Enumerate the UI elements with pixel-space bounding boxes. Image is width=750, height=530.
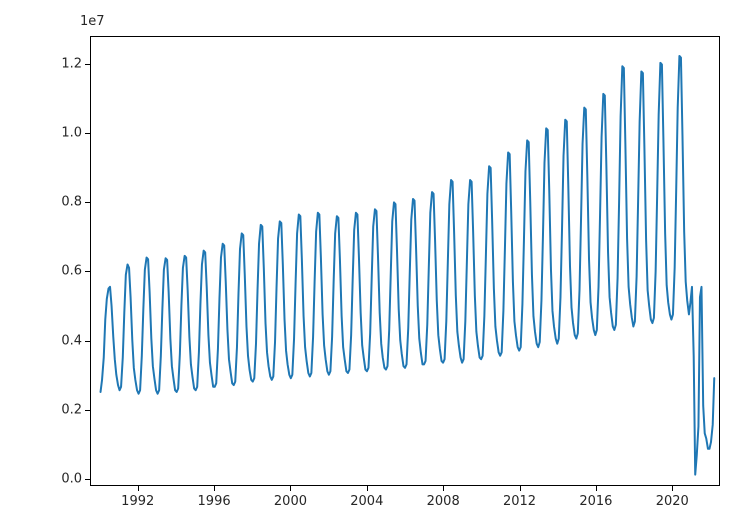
x-tick-label: 2016 bbox=[579, 494, 612, 509]
y-tick-mark bbox=[85, 133, 90, 134]
x-tick-label: 2008 bbox=[427, 494, 460, 509]
y-tick-label: 1.2 bbox=[56, 56, 82, 71]
y-tick-label: 0.4 bbox=[56, 333, 82, 348]
y-tick-mark bbox=[85, 410, 90, 411]
plot-area bbox=[90, 36, 720, 486]
y-axis-offset-text: 1e7 bbox=[80, 14, 105, 29]
x-tick-mark bbox=[520, 486, 521, 491]
y-tick-mark bbox=[85, 202, 90, 203]
y-tick-mark bbox=[85, 341, 90, 342]
line-series bbox=[91, 37, 719, 485]
x-tick-mark bbox=[672, 486, 673, 491]
x-tick-mark bbox=[214, 486, 215, 491]
x-tick-label: 2000 bbox=[274, 494, 307, 509]
x-tick-label: 1996 bbox=[198, 494, 231, 509]
x-tick-mark bbox=[443, 486, 444, 491]
x-tick-label: 2004 bbox=[350, 494, 383, 509]
x-tick-mark bbox=[290, 486, 291, 491]
chart-container: 1e7 0.0 0.2 0.4 0.6 0.8 1.0 1.2 1992 1996 2000 200… bbox=[0, 0, 750, 530]
x-tick-label: 2020 bbox=[656, 494, 689, 509]
y-tick-mark bbox=[85, 271, 90, 272]
x-tick-label: 2012 bbox=[503, 494, 536, 509]
y-tick-label: 0.0 bbox=[56, 472, 82, 487]
x-tick-mark bbox=[596, 486, 597, 491]
y-tick-mark bbox=[85, 64, 90, 65]
x-tick-label: 1992 bbox=[121, 494, 154, 509]
x-tick-mark bbox=[367, 486, 368, 491]
y-tick-label: 0.8 bbox=[56, 195, 82, 210]
y-tick-mark bbox=[85, 479, 90, 480]
y-tick-label: 1.0 bbox=[56, 125, 82, 140]
x-tick-mark bbox=[138, 486, 139, 491]
y-tick-label: 0.6 bbox=[56, 264, 82, 279]
y-tick-label: 0.2 bbox=[56, 402, 82, 417]
